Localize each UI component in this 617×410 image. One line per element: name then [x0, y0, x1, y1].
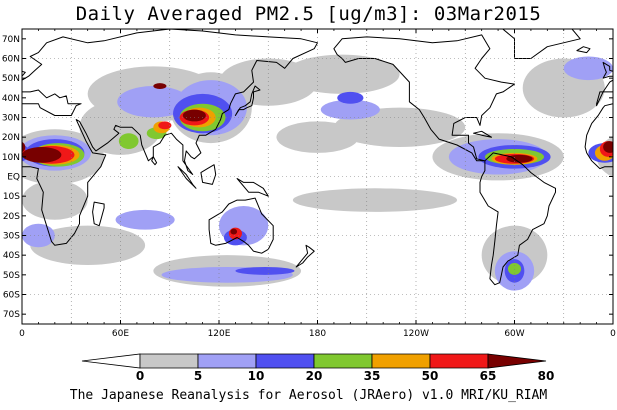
lon-label: 120W [403, 329, 429, 339]
pm25-region [182, 109, 206, 122]
pm25-region [507, 263, 522, 275]
pm25-region [22, 141, 26, 153]
colorbar-segment [429, 353, 489, 369]
lat-label: EQ [7, 173, 20, 183]
colorbar-segment [255, 353, 315, 369]
colorbar-segment [371, 353, 431, 369]
lon-label: 0 [610, 329, 616, 339]
lat-label: 20S [3, 212, 20, 222]
lat-label: 70N [2, 35, 20, 45]
coastline-iceland [576, 46, 591, 54]
lon-label: 0 [19, 329, 25, 339]
pm25-region [22, 180, 88, 220]
coastline-uk [602, 61, 613, 79]
pm25-region [118, 133, 139, 149]
lat-label: 50N [2, 74, 20, 84]
lat-label: 70S [3, 310, 20, 320]
coastline-australia [208, 197, 274, 254]
coastline-indonesia-borneo [200, 164, 217, 185]
coastline-new-zealand [295, 244, 315, 268]
graticule [22, 29, 613, 324]
pm25-region [22, 147, 62, 163]
map-title: Daily Averaged PM2.5 [ug/m3]: 03Mar2015 [75, 3, 542, 25]
pm25-region [153, 83, 167, 89]
footer-credit: The Japanese Reanalysis for Aerosol (JRA… [69, 388, 548, 403]
lon-label: 180 [309, 329, 326, 339]
colorbar-segment [81, 353, 141, 369]
colorbar-label: 20 [306, 369, 323, 383]
lon-label: 60W [504, 329, 524, 339]
colorbar-segment [139, 353, 199, 369]
pm25-region [337, 91, 364, 104]
axis-labels: 70N 60N 50N 40N 30N 20N 10N EQ 10S 20S 30S 40S 50S 60… [2, 29, 616, 339]
colorbar-label: 5 [194, 369, 202, 383]
lat-label: 30S [3, 232, 20, 242]
colorbar-label: 0 [136, 369, 144, 383]
lat-label: 40N [2, 94, 20, 104]
coastline-layer [22, 29, 613, 286]
lat-label: 10N [2, 153, 20, 163]
lat-label: 60S [3, 291, 20, 301]
coastline-japan [234, 85, 261, 116]
lon-label: 120E [208, 329, 231, 339]
lat-label: 20N [2, 133, 20, 143]
colorbar-segment [197, 353, 257, 369]
coastline-eurasia-africa [584, 79, 613, 170]
pm25-region [235, 266, 295, 275]
pm25-region [613, 180, 617, 219]
lat-label: 60N [2, 55, 20, 65]
pm25-region [603, 141, 613, 153]
pm25-region [117, 86, 190, 118]
coastline-south-america [479, 152, 556, 286]
pm25-region [115, 209, 175, 230]
pm25-level-7 [22, 83, 617, 235]
colorbar-label: 35 [364, 369, 381, 383]
pm25-field-layer [22, 54, 617, 291]
colorbar: 0 5 10 20 35 50 65 80 [81, 353, 555, 383]
coastline-cuba [473, 130, 492, 138]
pm25-region [320, 99, 380, 120]
colorbar-label: 10 [248, 369, 265, 383]
coastline-new-guinea [236, 178, 269, 197]
colorbar-segment [487, 353, 547, 369]
coastline-indonesia-sumatra [177, 166, 197, 189]
colorbar-label: 50 [422, 369, 439, 383]
lat-label: 50S [3, 271, 20, 281]
coastline-madagascar [92, 201, 105, 227]
coastline-eurasia-africa [22, 29, 318, 246]
lat-label: 40S [3, 251, 20, 261]
pm25-region [613, 224, 617, 248]
coastline-sri-lanka [151, 156, 158, 166]
colorbar-label: 80 [538, 369, 555, 383]
coastline-greenland [501, 29, 581, 59]
colorbar-segment [313, 353, 373, 369]
pm25-region [284, 54, 400, 94]
pm25-region [563, 56, 613, 81]
pm25-region [613, 147, 617, 163]
pm25-region [506, 154, 533, 163]
pm25-region [292, 188, 458, 212]
lon-label: 60E [112, 329, 129, 339]
colorbar-label: 65 [480, 369, 497, 383]
lat-label: 10S [3, 192, 20, 202]
coastline-north-america [333, 34, 515, 162]
pm25-region [158, 121, 172, 130]
lat-label: 30N [2, 114, 20, 124]
pm25-region [230, 228, 238, 235]
